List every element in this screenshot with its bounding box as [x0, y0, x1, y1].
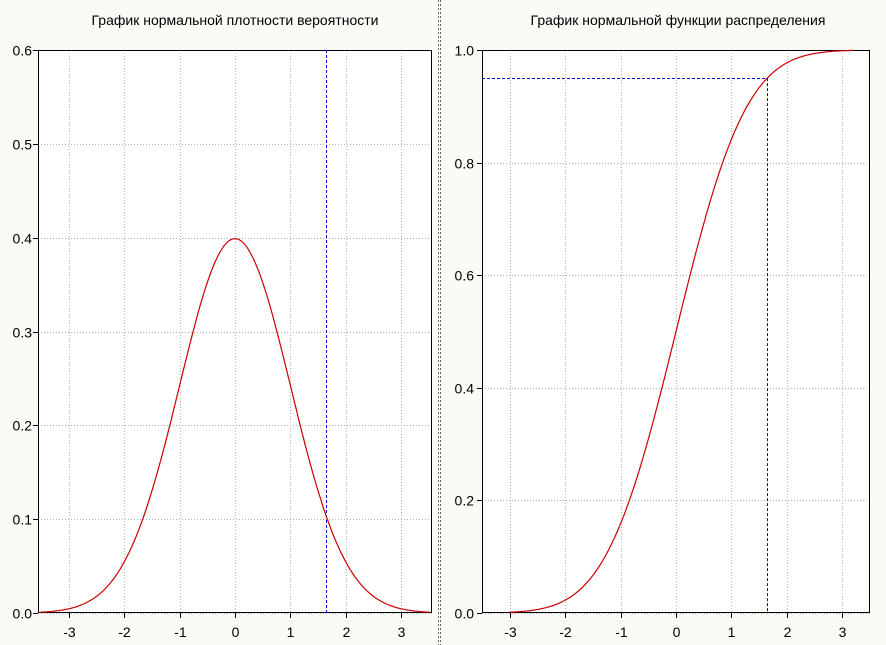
series-line	[509, 49, 854, 613]
cdf-chart: График нормальной функции распределения …	[455, 12, 870, 640]
plot-frame	[482, 50, 870, 613]
y-tick-label: 0.6	[13, 43, 33, 59]
x-tick-label: -1	[615, 624, 628, 640]
series-line	[40, 238, 430, 613]
density-chart: График нормальной плотности вероятности …	[13, 12, 432, 640]
x-tick-label: -2	[559, 624, 572, 640]
x-tick-label: -1	[174, 624, 187, 640]
x-tick-label: 0	[232, 624, 240, 640]
plot-frame	[38, 50, 432, 613]
y-tick-label: 0.2	[455, 493, 475, 509]
y-tick-label: 0.4	[13, 231, 33, 247]
y-tick-label: 0.1	[13, 512, 33, 528]
y-tick-label: 0.8	[455, 156, 475, 172]
x-tick-label: 0	[673, 624, 681, 640]
x-tick-label: 2	[784, 624, 792, 640]
y-tick-label: 0.2	[13, 418, 33, 434]
x-tick-label: 3	[398, 624, 406, 640]
x-tick-label: -3	[504, 624, 517, 640]
x-tick-label: -3	[63, 624, 76, 640]
x-tick-label: 2	[343, 624, 351, 640]
x-tick-label: 1	[728, 624, 736, 640]
y-tick-label: 0.4	[455, 381, 475, 397]
y-tick-label: 1.0	[455, 43, 475, 59]
y-tick-label: 0.0	[455, 606, 475, 622]
chart-title: График нормальной плотности вероятности	[92, 12, 379, 28]
chart-title: График нормальной функции распределения	[531, 12, 826, 28]
x-tick-label: 3	[839, 624, 847, 640]
x-tick-label: 1	[287, 624, 295, 640]
y-tick-label: 0.3	[13, 325, 33, 341]
y-tick-label: 0.0	[13, 606, 33, 622]
x-tick-label: -2	[118, 624, 131, 640]
y-tick-label: 0.5	[13, 137, 33, 153]
y-tick-label: 0.6	[455, 268, 475, 284]
